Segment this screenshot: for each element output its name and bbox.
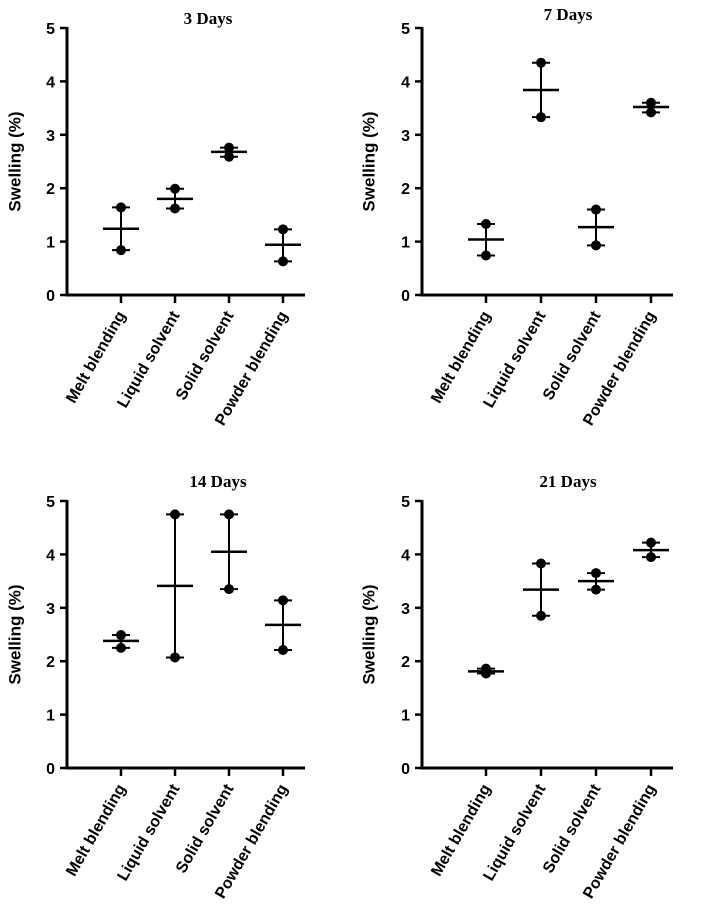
y-axis-label: Swelling (%) xyxy=(359,584,378,684)
data-point xyxy=(646,552,656,563)
chart-title: 21 Days xyxy=(539,472,597,491)
y-tick-label: 2 xyxy=(401,181,410,198)
y-tick-label: 0 xyxy=(46,288,55,305)
data-point xyxy=(278,644,288,655)
data-point xyxy=(591,204,601,215)
y-tick-label: 1 xyxy=(401,708,410,725)
data-point xyxy=(536,112,546,123)
data-point xyxy=(646,97,656,108)
data-point xyxy=(536,558,546,569)
data-point xyxy=(646,107,656,118)
data-point xyxy=(278,224,288,235)
y-tick-label: 3 xyxy=(401,128,410,145)
x-tick-label: Solid solvent xyxy=(173,308,238,403)
data-point xyxy=(278,256,288,267)
data-point xyxy=(170,652,180,663)
chart-panel-14-days: 14 Days Swelling (%) 0 1 2 3 4 5 Melt blending Li… xyxy=(0,456,354,913)
data-point xyxy=(591,584,601,595)
data-point xyxy=(224,509,234,520)
data-point xyxy=(170,203,180,214)
y-tick-label: 0 xyxy=(401,288,410,305)
data-point xyxy=(481,250,491,261)
data-point xyxy=(224,584,234,595)
data-point xyxy=(278,595,288,606)
chart-panel-7-days: 7 Days Swelling (%) 0 1 2 3 4 5 Melt blending Liq… xyxy=(354,0,709,456)
y-tick-label: 4 xyxy=(46,74,55,91)
data-point xyxy=(481,218,491,229)
data-point xyxy=(116,630,126,641)
y-tick-label: 0 xyxy=(401,761,410,778)
data-point xyxy=(170,509,180,520)
chart-title: 3 Days xyxy=(184,9,233,28)
y-tick-label: 5 xyxy=(401,21,410,38)
data-point xyxy=(116,202,126,213)
y-axis-label: Swelling (%) xyxy=(359,111,378,211)
data-point xyxy=(646,537,656,548)
y-tick-label: 4 xyxy=(401,74,410,91)
chart-panel-21-days: 21 Days Swelling (%) 0 1 2 3 4 5 Melt blending Li… xyxy=(354,456,709,913)
y-tick-label: 4 xyxy=(401,547,410,564)
y-tick-label: 4 xyxy=(46,547,55,564)
data-point xyxy=(116,642,126,653)
y-tick-label: 5 xyxy=(46,21,55,38)
y-tick-label: 1 xyxy=(46,708,55,725)
x-tick-label: Solid solvent xyxy=(540,781,605,876)
data-point xyxy=(591,240,601,251)
y-tick-label: 5 xyxy=(401,494,410,511)
x-tick-label: Melt blending xyxy=(63,309,129,407)
y-tick-label: 3 xyxy=(46,601,55,618)
data-point xyxy=(170,183,180,194)
y-tick-label: 1 xyxy=(46,235,55,252)
chart-title: 7 Days xyxy=(544,5,593,24)
x-tick-label: Melt blending xyxy=(428,782,494,880)
data-point xyxy=(591,568,601,579)
data-point xyxy=(536,610,546,621)
y-tick-label: 2 xyxy=(46,654,55,671)
y-tick-label: 1 xyxy=(401,235,410,252)
data-point xyxy=(116,245,126,256)
y-axis-label: Swelling (%) xyxy=(5,584,24,684)
x-tick-label: Melt blending xyxy=(63,782,129,880)
chart-title: 14 Days xyxy=(189,472,247,491)
data-point xyxy=(224,151,234,162)
y-tick-label: 3 xyxy=(46,128,55,145)
y-tick-label: 5 xyxy=(46,494,55,511)
chart-panel-3-days: 3 Days Swelling (%) 0 1 2 3 4 5 Melt blending Liq… xyxy=(0,0,354,456)
y-tick-label: 3 xyxy=(401,601,410,618)
x-tick-label: Solid solvent xyxy=(540,308,605,403)
x-tick-label: Solid solvent xyxy=(173,781,238,876)
x-tick-label: Melt blending xyxy=(428,309,494,407)
y-tick-label: 2 xyxy=(46,181,55,198)
data-point xyxy=(536,57,546,68)
y-tick-label: 2 xyxy=(401,654,410,671)
y-tick-label: 0 xyxy=(46,761,55,778)
y-axis-label: Swelling (%) xyxy=(5,111,24,211)
data-point xyxy=(481,663,491,674)
data-point xyxy=(224,142,234,153)
